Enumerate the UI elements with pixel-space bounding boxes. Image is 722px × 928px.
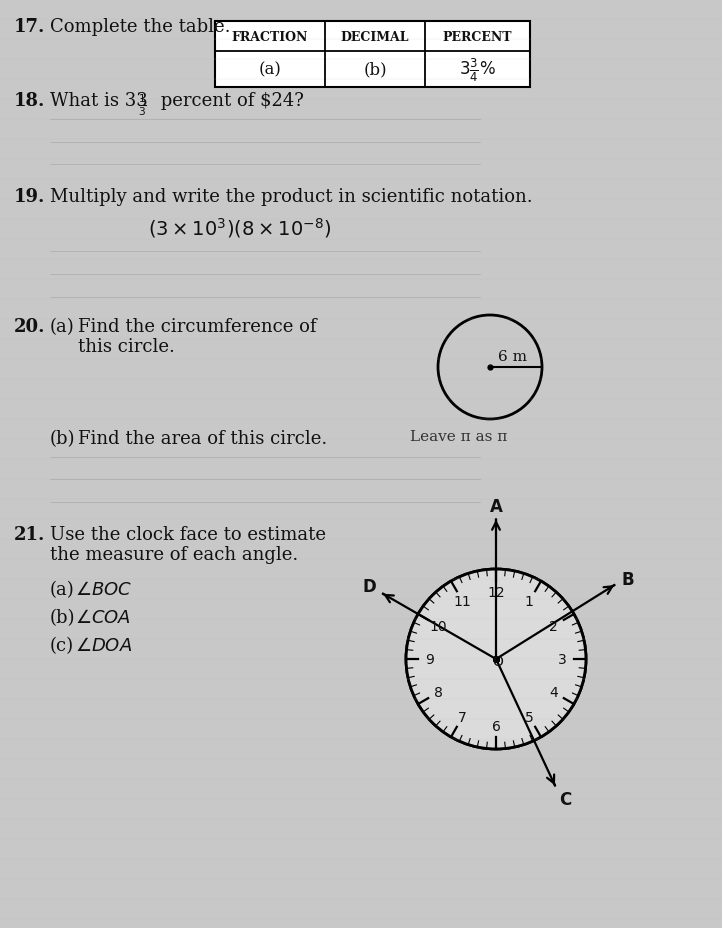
- Text: $\angle DOA$: $\angle DOA$: [75, 637, 132, 654]
- Text: Use the clock face to estimate: Use the clock face to estimate: [50, 525, 326, 544]
- Text: (c): (c): [50, 637, 74, 654]
- Text: 20.: 20.: [14, 317, 45, 336]
- Text: 2: 2: [549, 619, 558, 633]
- Text: (a): (a): [258, 61, 282, 78]
- Text: C: C: [559, 791, 571, 808]
- Text: 7: 7: [458, 710, 467, 724]
- Text: 21.: 21.: [14, 525, 45, 544]
- Text: 9: 9: [425, 652, 434, 666]
- Text: (b): (b): [363, 61, 387, 78]
- Text: 11: 11: [454, 595, 471, 609]
- Text: O: O: [492, 654, 503, 668]
- Text: PERCENT: PERCENT: [443, 31, 512, 44]
- Text: 4: 4: [549, 686, 558, 700]
- Text: (a): (a): [50, 580, 75, 599]
- Text: $\angle BOC$: $\angle BOC$: [75, 580, 132, 599]
- Text: 5: 5: [525, 710, 534, 724]
- Text: 1: 1: [525, 595, 534, 609]
- Circle shape: [406, 570, 586, 749]
- Text: Find the area of this circle.: Find the area of this circle.: [78, 430, 327, 447]
- Text: Leave π as π: Leave π as π: [410, 430, 508, 444]
- Text: What is 33: What is 33: [50, 92, 148, 110]
- Text: 8: 8: [434, 686, 443, 700]
- Text: Find the circumference of: Find the circumference of: [78, 317, 316, 336]
- Text: DECIMAL: DECIMAL: [341, 31, 409, 44]
- Text: percent of $24?: percent of $24?: [155, 92, 304, 110]
- Text: 19.: 19.: [14, 187, 45, 206]
- Text: (a): (a): [50, 317, 75, 336]
- Text: this circle.: this circle.: [78, 338, 175, 355]
- Text: $3\frac{3}{4}$%: $3\frac{3}{4}$%: [459, 57, 496, 84]
- Text: $\angle COA$: $\angle COA$: [75, 609, 131, 626]
- Text: Multiply and write the product in scientific notation.: Multiply and write the product in scient…: [50, 187, 533, 206]
- Text: A: A: [490, 497, 503, 515]
- Text: the measure of each angle.: the measure of each angle.: [50, 546, 298, 563]
- Text: 17.: 17.: [14, 18, 45, 36]
- Text: Complete the table.: Complete the table.: [50, 18, 230, 36]
- Text: 6: 6: [492, 719, 500, 733]
- Text: D: D: [362, 577, 376, 595]
- Text: 6 m: 6 m: [498, 350, 527, 364]
- Text: (b): (b): [50, 430, 76, 447]
- Text: (b): (b): [50, 609, 76, 626]
- Text: 12: 12: [487, 586, 505, 599]
- Text: B: B: [622, 571, 635, 588]
- Text: 3: 3: [558, 652, 567, 666]
- Bar: [215, 22, 530, 88]
- Text: $\!\frac{1}{3}$: $\!\frac{1}{3}$: [138, 92, 147, 118]
- Text: $(3 \times 10^3)(8 \times 10^{-8})$: $(3 \times 10^3)(8 \times 10^{-8})$: [148, 216, 331, 239]
- Bar: [215, 22, 530, 88]
- Text: 10: 10: [430, 619, 447, 633]
- Text: 18.: 18.: [14, 92, 45, 110]
- Text: FRACTION: FRACTION: [232, 31, 308, 44]
